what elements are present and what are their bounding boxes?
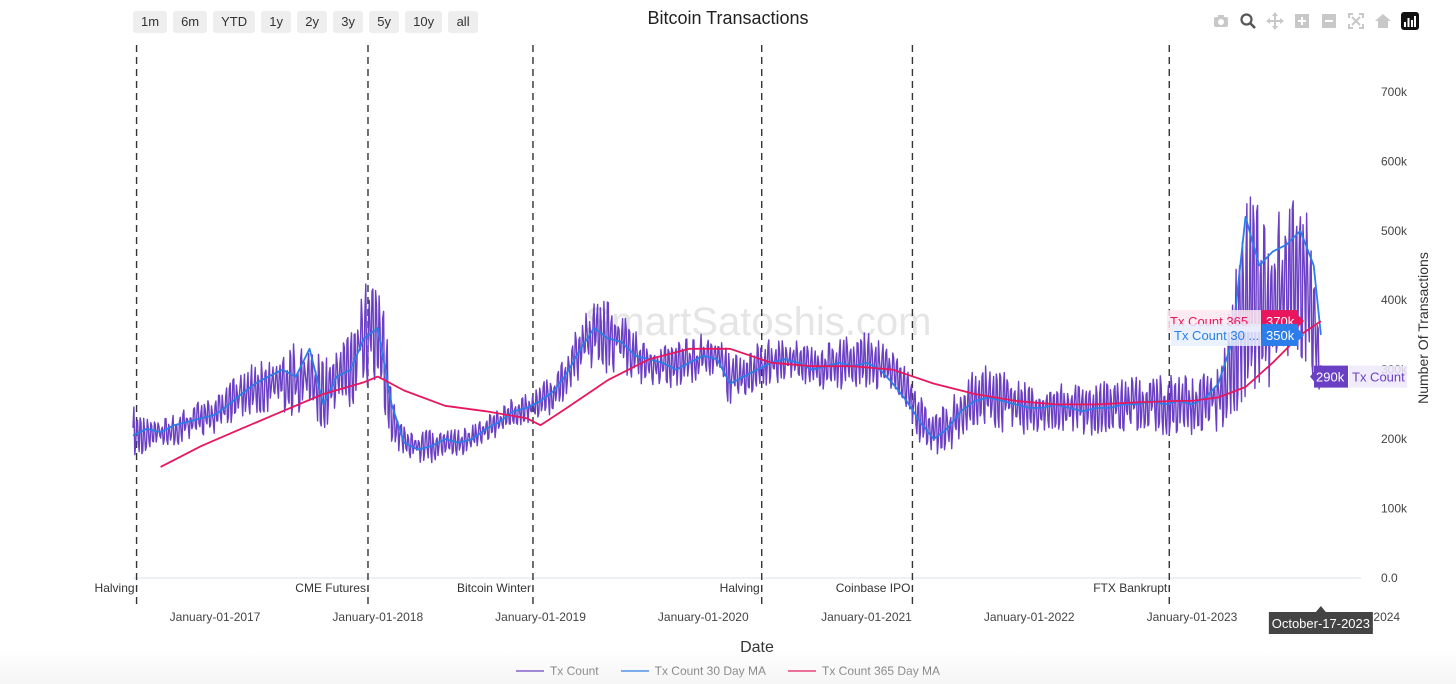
hover-ma30-value: 350k (1266, 328, 1295, 343)
x-tick-label: January-01-2017 (170, 610, 261, 624)
hover-ma30-arrow (1298, 328, 1304, 341)
range-button-6m[interactable]: 6m (173, 11, 208, 33)
y-tick-label: 400k (1381, 293, 1408, 307)
series-ma365-line (160, 320, 1322, 468)
zoom-in-icon[interactable] (1293, 12, 1311, 30)
range-button-ytd[interactable]: YTD (213, 11, 256, 33)
range-button-3y[interactable]: 3y (333, 11, 364, 33)
legend: Tx Count Tx Count 30 Day MA Tx Count 365 D… (0, 664, 1456, 678)
x-tick-label: January-01-2023 (1147, 610, 1238, 624)
y-tick-label: 200k (1381, 432, 1408, 446)
event-label: FTX Bankrupt (1093, 581, 1168, 595)
y-tick-label: 700k (1381, 85, 1408, 99)
y-tick-label: 100k (1381, 502, 1408, 516)
modebar (1212, 12, 1419, 30)
home-icon[interactable] (1374, 12, 1392, 30)
series-ma30-line (132, 215, 1322, 451)
x-tick-label: January-01-2021 (821, 610, 912, 624)
range-button-5y[interactable]: 5y (369, 11, 400, 33)
hover-ma30-value-box (1262, 323, 1298, 346)
range-button-1y[interactable]: 1y (261, 11, 292, 33)
event-label: Bitcoin Winter (457, 581, 531, 595)
legend-swatch (515, 670, 544, 672)
camera-icon[interactable] (1212, 12, 1230, 30)
y-axis-label: Number Of Transactions (1415, 252, 1431, 404)
x-tick-label: January-01-2020 (658, 610, 749, 624)
range-button-1m[interactable]: 1m (133, 11, 168, 33)
series-tx-count-line (132, 196, 1322, 464)
hover-ma30-name-box (1171, 323, 1261, 346)
legend-swatch (620, 670, 649, 672)
hover-tx-value: 290k (1316, 370, 1345, 385)
zoom-icon[interactable] (1239, 12, 1257, 30)
range-button-all[interactable]: all (448, 11, 479, 33)
y-tick-label: 500k (1381, 224, 1408, 238)
event-label: Coinbase IPO (836, 581, 911, 595)
zoom-out-icon[interactable] (1320, 12, 1338, 30)
event-label: Halving (720, 581, 760, 595)
hover-tx-name-box (1349, 365, 1407, 388)
hover-tx-value-box (1314, 365, 1348, 388)
y-tick-label: 0.0 (1381, 571, 1398, 585)
legend-label: Tx Count (549, 664, 599, 678)
range-button-10y[interactable]: 10y (405, 11, 443, 33)
event-label: Halving (95, 581, 135, 595)
range-button-2y[interactable]: 2y (297, 11, 328, 33)
x-axis-label: Date (740, 639, 774, 656)
y-tick-label: 600k (1381, 154, 1408, 168)
event-label: CME Futures (295, 581, 366, 595)
legend-item-ma365[interactable]: Tx Count 365 Day MA (788, 664, 940, 678)
watermark: SmartSatoshis.com (585, 300, 932, 344)
legend-item-tx[interactable]: Tx Count (515, 664, 599, 678)
hover-ma30-name: Tx Count 30 ... (1174, 328, 1259, 343)
pan-icon[interactable] (1266, 12, 1284, 30)
hover-tx-name: Tx Count (1352, 370, 1405, 385)
hover-ma365-arrow (1298, 315, 1304, 328)
hover-date-box (1268, 612, 1373, 634)
legend-label: Tx Count 365 Day MA (822, 664, 941, 678)
legend-item-ma30[interactable]: Tx Count 30 Day MA (620, 664, 766, 678)
x-tick-label: January-01-2018 (332, 610, 423, 624)
chart-title: Bitcoin Transactions (647, 8, 809, 28)
autoscale-icon[interactable] (1347, 12, 1365, 30)
x-tick-label: January-01-2019 (495, 610, 586, 624)
legend-swatch (788, 670, 816, 672)
x-tick-label: January-01-2022 (984, 610, 1075, 624)
range-selector: 1m 6m YTD 1y 2y 3y 5y 10y all (133, 11, 479, 33)
legend-label: Tx Count 30 Day MA (654, 664, 766, 678)
hover-date-arrow (1315, 606, 1326, 612)
hover-date-label: October-17-2023 (1272, 616, 1370, 631)
stats-icon[interactable] (1401, 12, 1419, 30)
